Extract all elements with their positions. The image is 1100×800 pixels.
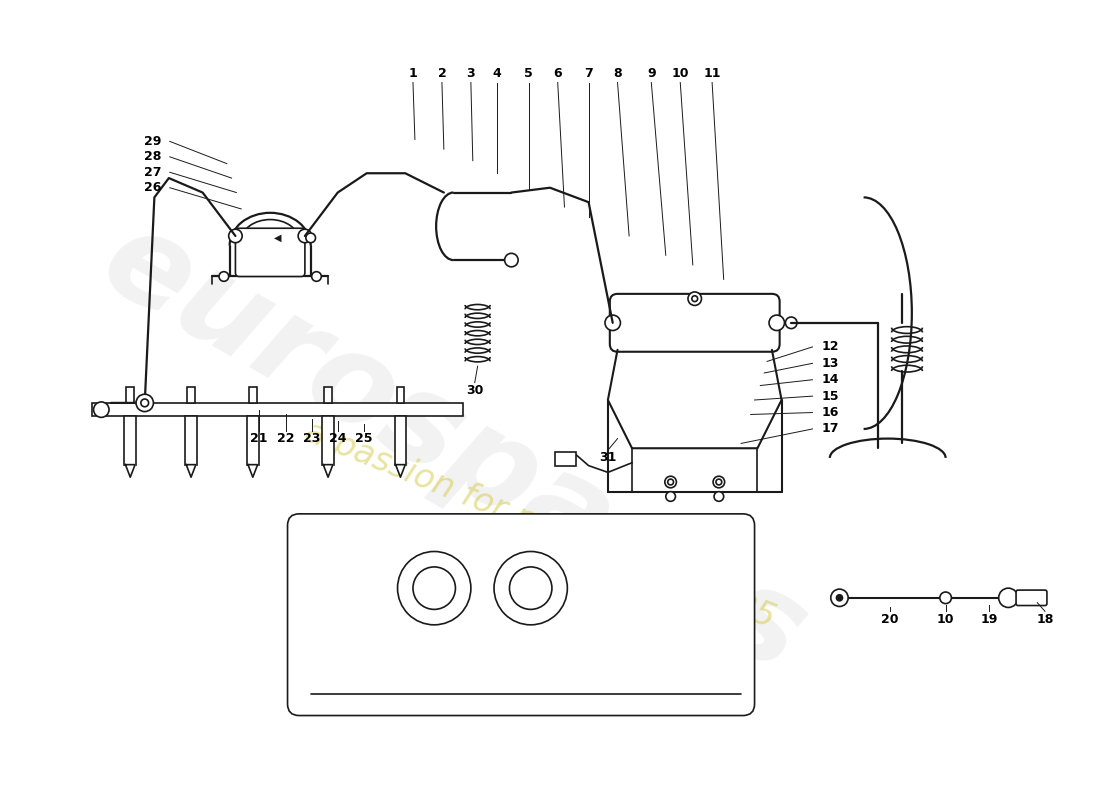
Text: 10: 10 [937, 613, 955, 626]
Text: 21: 21 [250, 432, 267, 445]
Bar [324, 387, 332, 403]
Text: 19: 19 [980, 613, 998, 626]
Text: 31: 31 [600, 451, 617, 464]
Circle shape [692, 296, 697, 302]
Circle shape [668, 479, 673, 485]
Bar [397, 387, 405, 403]
Text: 22: 22 [277, 432, 295, 445]
Text: 5: 5 [525, 67, 533, 80]
Text: 11: 11 [703, 67, 720, 80]
Circle shape [306, 233, 316, 242]
Circle shape [939, 592, 952, 603]
Circle shape [219, 272, 229, 282]
Polygon shape [125, 465, 135, 477]
Bar [187, 387, 195, 403]
Text: 12: 12 [821, 341, 838, 354]
Circle shape [688, 292, 702, 306]
Text: 24: 24 [329, 432, 346, 445]
Circle shape [999, 588, 1018, 607]
Circle shape [785, 317, 798, 329]
FancyBboxPatch shape [287, 514, 755, 715]
Text: 16: 16 [821, 406, 838, 419]
Circle shape [94, 402, 109, 418]
Text: 10: 10 [671, 67, 689, 80]
Text: 27: 27 [144, 166, 162, 178]
Text: 2: 2 [438, 67, 447, 80]
Bar [395, 417, 406, 465]
Text: 13: 13 [821, 357, 838, 370]
Bar [249, 387, 256, 403]
Text: 7: 7 [584, 67, 593, 80]
Circle shape [311, 272, 321, 282]
Text: 6: 6 [553, 67, 562, 80]
Bar [124, 417, 136, 465]
Circle shape [141, 399, 149, 406]
Circle shape [716, 479, 722, 485]
Text: eurospares: eurospares [81, 198, 826, 698]
Bar [248, 417, 258, 465]
Text: 28: 28 [144, 150, 161, 163]
Bar [554, 452, 576, 466]
Polygon shape [186, 465, 196, 477]
Circle shape [830, 589, 848, 606]
Text: a passion for parts since 1985: a passion for parts since 1985 [300, 416, 780, 635]
Text: 18: 18 [1036, 613, 1054, 626]
Text: 14: 14 [821, 374, 838, 386]
Text: 25: 25 [355, 432, 373, 445]
Circle shape [769, 315, 784, 330]
Circle shape [714, 492, 724, 502]
Circle shape [509, 567, 552, 610]
Circle shape [229, 230, 242, 242]
Circle shape [298, 230, 311, 242]
Circle shape [664, 476, 676, 488]
Bar [185, 417, 197, 465]
Text: 15: 15 [821, 390, 838, 402]
Text: ◀: ◀ [274, 233, 282, 243]
Circle shape [666, 492, 675, 502]
Circle shape [836, 594, 844, 602]
Circle shape [494, 551, 568, 625]
Text: 17: 17 [821, 422, 838, 435]
Text: 30: 30 [466, 384, 483, 397]
Text: 8: 8 [613, 67, 621, 80]
Circle shape [136, 394, 153, 411]
Text: 1: 1 [408, 67, 417, 80]
Circle shape [713, 476, 725, 488]
Circle shape [605, 315, 620, 330]
FancyBboxPatch shape [609, 294, 780, 352]
Text: 23: 23 [302, 432, 320, 445]
Circle shape [412, 567, 455, 610]
Bar [126, 387, 134, 403]
Text: 4: 4 [493, 67, 502, 80]
Polygon shape [323, 465, 333, 477]
FancyBboxPatch shape [235, 228, 305, 277]
Circle shape [505, 254, 518, 267]
Text: 9: 9 [647, 67, 656, 80]
FancyBboxPatch shape [1016, 590, 1047, 606]
Circle shape [397, 551, 471, 625]
Text: 29: 29 [144, 135, 161, 148]
Bar [322, 417, 334, 465]
Polygon shape [248, 465, 257, 477]
Text: 20: 20 [881, 613, 899, 626]
Text: 26: 26 [144, 182, 161, 194]
Text: 3: 3 [466, 67, 475, 80]
Polygon shape [396, 465, 405, 477]
Bar [91, 403, 463, 417]
